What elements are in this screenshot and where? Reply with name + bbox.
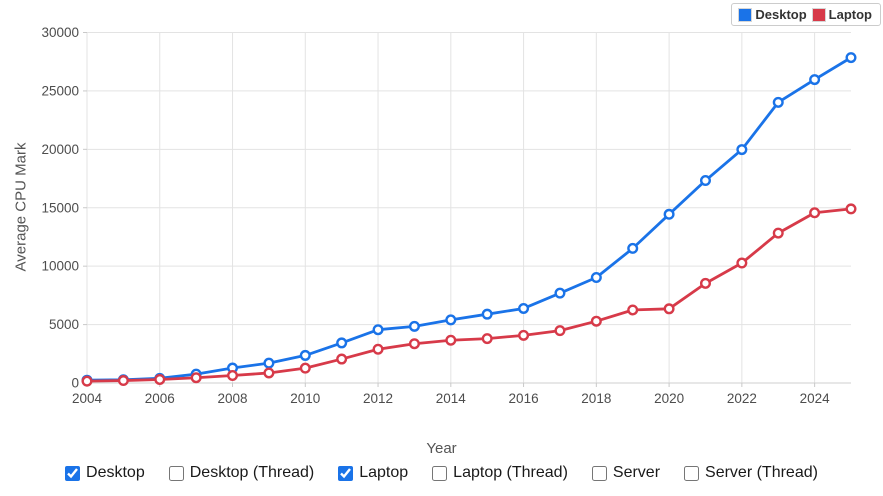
data-point-desktop-2014[interactable] [445, 314, 457, 326]
data-point-desktop-2019[interactable] [627, 242, 639, 254]
y-tick-label-30000: 30000 [41, 25, 79, 40]
filter-laptop[interactable]: Laptop [338, 464, 408, 482]
data-point-desktop-2018[interactable] [590, 271, 602, 283]
y-tick-label-25000: 25000 [41, 83, 79, 98]
data-point-laptop-2016[interactable] [518, 329, 530, 341]
data-point-laptop-2024[interactable] [809, 207, 821, 219]
data-point-laptop-2025[interactable] [845, 203, 857, 215]
filter-desktop-thread[interactable]: Desktop (Thread) [168, 464, 315, 482]
data-point-desktop-2021[interactable] [699, 175, 711, 187]
x-axis-title: Year [426, 440, 457, 457]
filter-server[interactable]: Server [591, 464, 661, 482]
filter-server-checkbox[interactable] [591, 465, 607, 481]
filter-label: Laptop [359, 464, 409, 481]
legend-label: Laptop [828, 7, 872, 22]
legend-swatch-desktop-icon [738, 7, 753, 22]
data-point-laptop-2008[interactable] [227, 370, 239, 382]
series-line-laptop [85, 207, 853, 383]
data-point-desktop-2010[interactable] [299, 349, 311, 361]
data-point-desktop-2020[interactable] [663, 208, 675, 220]
x-tick-label-2008: 2008 [218, 391, 248, 406]
filter-label: Laptop (Thread) [453, 464, 568, 481]
x-tick-label-2014: 2014 [436, 391, 467, 406]
x-tick-label-2022: 2022 [727, 391, 757, 406]
series-filters: Desktop Desktop (Thread) Laptop Laptop (Thr… [0, 464, 883, 482]
series-line-desktop [85, 56, 853, 382]
data-point-desktop-2009[interactable] [263, 357, 275, 369]
y-tick-label-5000: 5000 [49, 317, 79, 332]
data-point-laptop-2015[interactable] [481, 333, 493, 345]
data-point-laptop-2013[interactable] [408, 338, 420, 350]
data-point-desktop-2013[interactable] [408, 320, 420, 332]
data-point-laptop-2005[interactable] [117, 375, 129, 387]
x-tick-label-2004: 2004 [72, 391, 103, 406]
data-point-laptop-2012[interactable] [372, 343, 384, 355]
data-point-laptop-2007[interactable] [190, 372, 202, 384]
data-point-laptop-2019[interactable] [627, 304, 639, 316]
data-point-desktop-2012[interactable] [372, 324, 384, 336]
data-point-laptop-2004[interactable] [81, 375, 93, 387]
filter-label: Server [612, 464, 661, 481]
data-point-desktop-2016[interactable] [518, 302, 530, 314]
filter-laptop-thread[interactable]: Laptop (Thread) [432, 464, 568, 482]
data-point-laptop-2011[interactable] [336, 353, 348, 365]
filter-desktop-checkbox[interactable] [65, 465, 81, 481]
x-tick-label-2006: 2006 [145, 391, 175, 406]
data-point-desktop-2011[interactable] [336, 337, 348, 349]
data-point-laptop-2014[interactable] [445, 334, 457, 346]
filter-laptop-checkbox[interactable] [338, 465, 354, 481]
data-point-laptop-2006[interactable] [154, 373, 166, 385]
data-point-laptop-2009[interactable] [263, 367, 275, 379]
x-tick-label-2018: 2018 [581, 391, 611, 406]
data-point-laptop-2018[interactable] [590, 315, 602, 327]
data-point-laptop-2023[interactable] [772, 227, 784, 239]
filter-desktop-thread-checkbox[interactable] [168, 465, 184, 481]
y-tick-label-15000: 15000 [41, 200, 79, 215]
filter-laptop-thread-checkbox[interactable] [432, 465, 448, 481]
y-axis-title: Average CPU Mark [12, 142, 30, 272]
data-point-desktop-2022[interactable] [736, 144, 748, 156]
data-point-desktop-2015[interactable] [481, 308, 493, 320]
x-tick-label-2016: 2016 [509, 391, 539, 406]
x-tick-label-2020: 2020 [654, 391, 684, 406]
data-point-desktop-2024[interactable] [809, 74, 821, 86]
filter-label: Desktop (Thread) [189, 464, 315, 481]
legend-swatch-laptop-icon [811, 7, 826, 22]
x-tick-label-2012: 2012 [363, 391, 393, 406]
legend-label: Desktop [755, 7, 807, 22]
cpu-mark-line-chart: 2004 2006 2008 2010 2012 2014 2016 2018 2020 2022… [41, 25, 857, 406]
data-point-laptop-2022[interactable] [736, 257, 748, 269]
y-tick-label-10000: 10000 [41, 259, 79, 274]
data-point-laptop-2021[interactable] [699, 277, 711, 289]
x-tick-label-2010: 2010 [290, 391, 320, 406]
filter-desktop[interactable]: Desktop [65, 464, 145, 482]
y-tick-label-0: 0 [71, 376, 79, 391]
data-point-desktop-2017[interactable] [554, 287, 566, 299]
data-point-laptop-2017[interactable] [554, 325, 566, 337]
legend-item-desktop[interactable]: Desktop [738, 7, 807, 22]
x-tick-label-2024: 2024 [800, 391, 831, 406]
chart-legend: Desktop Laptop [731, 3, 881, 26]
data-point-desktop-2023[interactable] [772, 96, 784, 108]
filter-label: Desktop [86, 464, 145, 481]
filter-server-thread-checkbox[interactable] [684, 465, 700, 481]
legend-item-laptop[interactable]: Laptop [811, 7, 872, 22]
filter-server-thread[interactable]: Server (Thread) [684, 464, 818, 482]
filter-label: Server (Thread) [705, 464, 818, 481]
y-tick-label-20000: 20000 [41, 142, 79, 157]
data-point-desktop-2025[interactable] [845, 52, 857, 64]
data-point-laptop-2020[interactable] [663, 303, 675, 315]
data-point-laptop-2010[interactable] [299, 362, 311, 374]
